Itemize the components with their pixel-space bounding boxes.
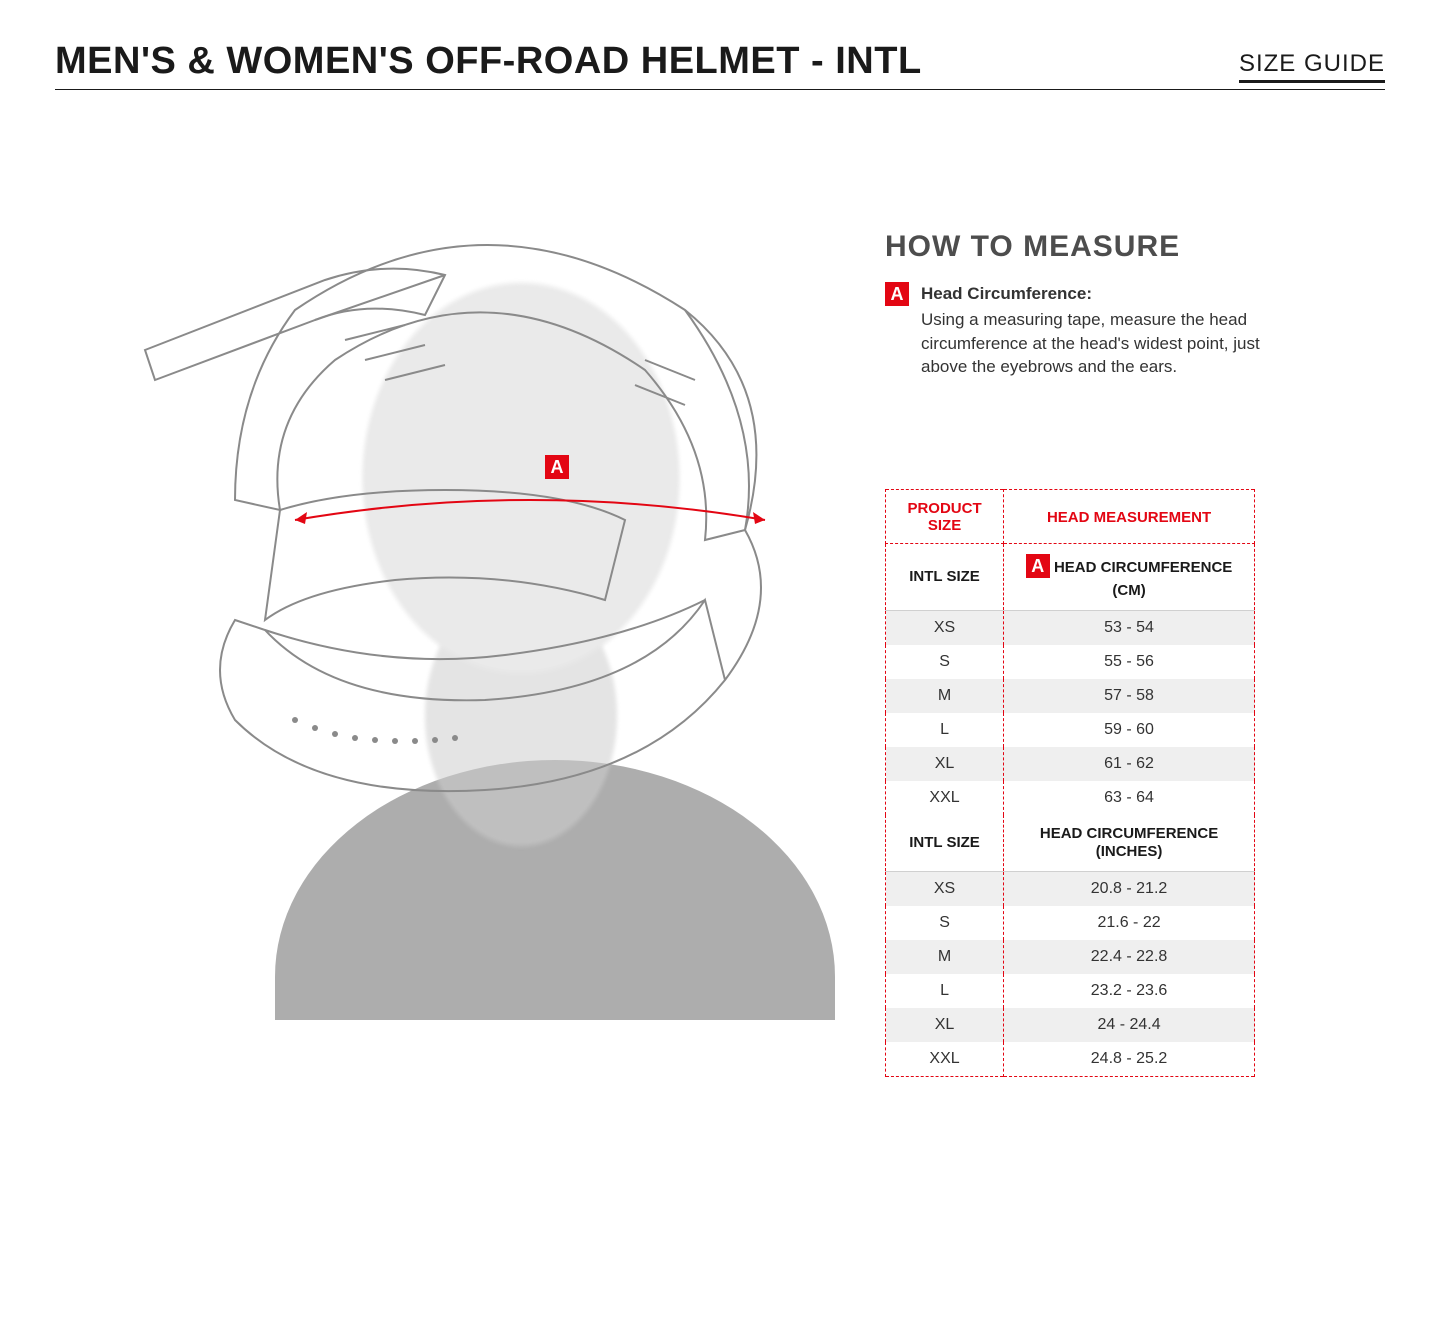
table-row: L59 - 60 bbox=[886, 713, 1255, 747]
table-row: M22.4 - 22.8 bbox=[886, 940, 1255, 974]
cell-size: XL bbox=[886, 747, 1004, 781]
cell-size: M bbox=[886, 679, 1004, 713]
howto-title: HOW TO MEASURE bbox=[885, 230, 1385, 264]
helmet-diagram: A bbox=[55, 200, 855, 980]
cell-size: S bbox=[886, 645, 1004, 679]
marker-a-instruction: A bbox=[885, 282, 909, 306]
size-guide-label: SIZE GUIDE bbox=[1239, 50, 1385, 83]
cell-value: 23.2 - 23.6 bbox=[1004, 974, 1255, 1008]
cell-value: 24 - 24.4 bbox=[1004, 1008, 1255, 1042]
instruction-text-block: Head Circumference: Using a measuring ta… bbox=[921, 282, 1285, 379]
cell-value: 63 - 64 bbox=[1004, 781, 1255, 815]
table-row: XL24 - 24.4 bbox=[886, 1008, 1255, 1042]
th-product-size: PRODUCT SIZE bbox=[886, 490, 1004, 544]
info-panel: HOW TO MEASURE A Head Circumference: Usi… bbox=[885, 200, 1385, 1077]
th-circumference-in: HEAD CIRCUMFERENCE (INCHES) bbox=[1004, 815, 1255, 872]
marker-a-diagram: A bbox=[545, 455, 569, 479]
cell-value: 20.8 - 21.2 bbox=[1004, 871, 1255, 906]
cell-size: M bbox=[886, 940, 1004, 974]
cell-value: 24.8 - 25.2 bbox=[1004, 1042, 1255, 1077]
table-row: M57 - 58 bbox=[886, 679, 1255, 713]
cell-size: L bbox=[886, 713, 1004, 747]
cell-size: L bbox=[886, 974, 1004, 1008]
cell-size: XXL bbox=[886, 1042, 1004, 1077]
diagram-panel: A bbox=[55, 200, 855, 980]
sub-header-inches: INTL SIZE HEAD CIRCUMFERENCE (INCHES) bbox=[886, 815, 1255, 872]
table-top-header: PRODUCT SIZE HEAD MEASUREMENT bbox=[886, 490, 1255, 544]
cell-size: XL bbox=[886, 1008, 1004, 1042]
sub-header-cm: INTL SIZE A HEAD CIRCUMFERENCE (CM) bbox=[886, 543, 1255, 610]
table-section-inches: INTL SIZE HEAD CIRCUMFERENCE (INCHES) XS… bbox=[886, 815, 1255, 1077]
table-section-cm: INTL SIZE A HEAD CIRCUMFERENCE (CM) XS53… bbox=[886, 543, 1255, 815]
th-circumference-cm-text: HEAD CIRCUMFERENCE (CM) bbox=[1054, 559, 1232, 599]
table-row: XL61 - 62 bbox=[886, 747, 1255, 781]
cell-value: 59 - 60 bbox=[1004, 713, 1255, 747]
instruction-row: A Head Circumference: Using a measuring … bbox=[885, 282, 1285, 379]
table-row: XS20.8 - 21.2 bbox=[886, 871, 1255, 906]
instruction-label: Head Circumference: bbox=[921, 282, 1285, 306]
table-row: S21.6 - 22 bbox=[886, 906, 1255, 940]
content: A HOW TO MEASURE A Head Circumference: U… bbox=[55, 200, 1385, 1077]
instruction-text: Using a measuring tape, measure the head… bbox=[921, 310, 1260, 377]
helmet-outline-icon bbox=[85, 200, 845, 840]
th-intl-size-in: INTL SIZE bbox=[886, 815, 1004, 872]
marker-a-table: A bbox=[1026, 554, 1050, 578]
cell-size: XXL bbox=[886, 781, 1004, 815]
cell-value: 22.4 - 22.8 bbox=[1004, 940, 1255, 974]
th-head-measurement: HEAD MEASUREMENT bbox=[1004, 490, 1255, 544]
cell-value: 61 - 62 bbox=[1004, 747, 1255, 781]
table-row: S55 - 56 bbox=[886, 645, 1255, 679]
table-row: XXL24.8 - 25.2 bbox=[886, 1042, 1255, 1077]
cell-size: XS bbox=[886, 610, 1004, 645]
cell-size: XS bbox=[886, 871, 1004, 906]
table-row: XS53 - 54 bbox=[886, 610, 1255, 645]
page-title: MEN'S & WOMEN'S OFF-ROAD HELMET - INTL bbox=[55, 40, 922, 83]
th-intl-size-cm: INTL SIZE bbox=[886, 543, 1004, 610]
th-circumference-cm: A HEAD CIRCUMFERENCE (CM) bbox=[1004, 543, 1255, 610]
table-row: L23.2 - 23.6 bbox=[886, 974, 1255, 1008]
table-row: XXL63 - 64 bbox=[886, 781, 1255, 815]
cell-value: 55 - 56 bbox=[1004, 645, 1255, 679]
page-header: MEN'S & WOMEN'S OFF-ROAD HELMET - INTL S… bbox=[55, 40, 1385, 90]
cell-value: 53 - 54 bbox=[1004, 610, 1255, 645]
size-table: PRODUCT SIZE HEAD MEASUREMENT INTL SIZE … bbox=[885, 489, 1255, 1077]
cell-value: 21.6 - 22 bbox=[1004, 906, 1255, 940]
cell-value: 57 - 58 bbox=[1004, 679, 1255, 713]
cell-size: S bbox=[886, 906, 1004, 940]
